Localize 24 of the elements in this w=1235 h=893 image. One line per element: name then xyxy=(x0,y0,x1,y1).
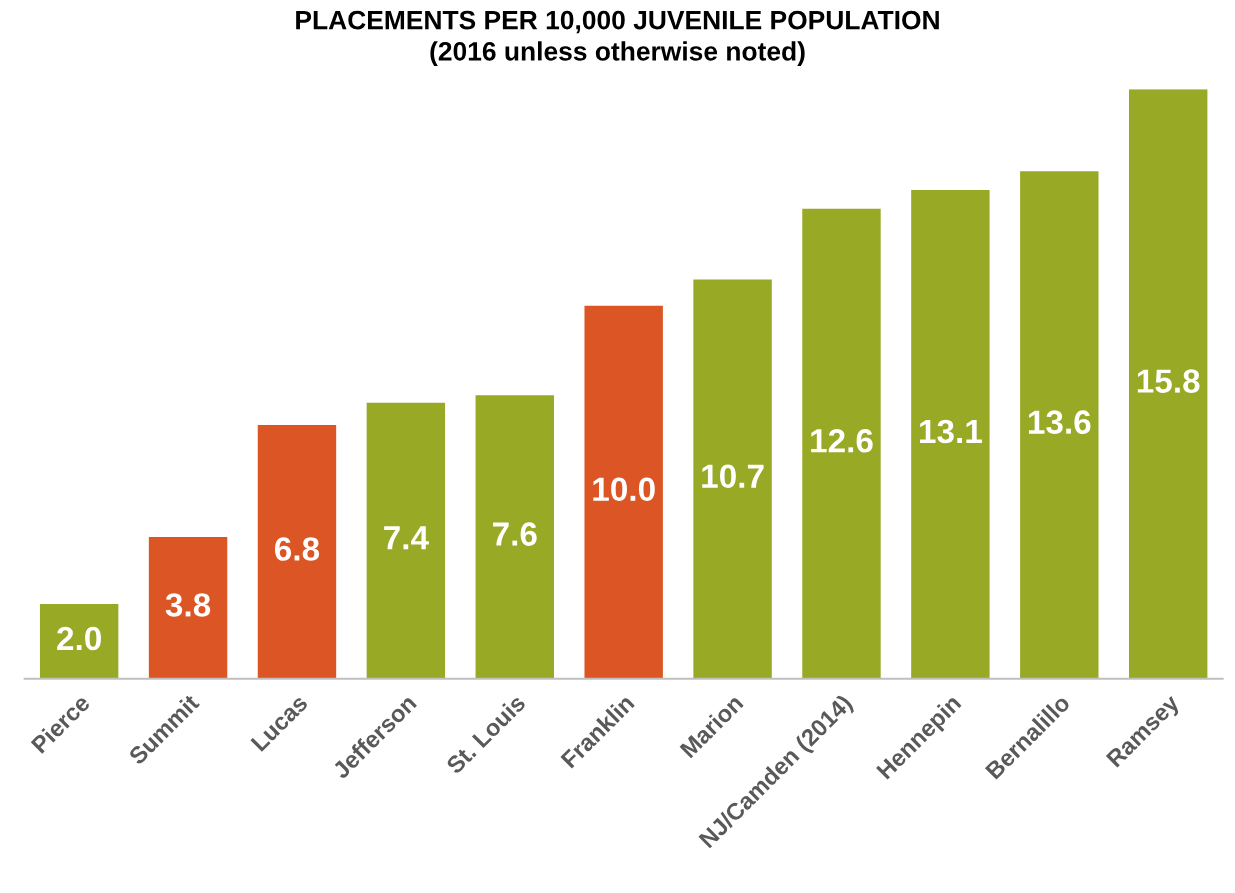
chart-subtitle: (2016 unless otherwise noted) xyxy=(430,41,805,66)
bar xyxy=(366,402,446,679)
bar xyxy=(39,604,119,679)
data-label: 3.8 xyxy=(165,593,211,617)
bar xyxy=(693,279,772,679)
data-label: 10.7 xyxy=(702,464,764,489)
bar xyxy=(802,208,881,679)
bar xyxy=(1020,171,1099,679)
bar xyxy=(911,190,990,679)
bar xyxy=(475,395,554,679)
data-label: 12.6 xyxy=(811,429,873,453)
data-label: 15.8 xyxy=(1137,369,1200,393)
bar xyxy=(1128,89,1208,679)
data-label: 10.0 xyxy=(593,477,655,502)
data-label: 7.6 xyxy=(493,522,537,546)
bar xyxy=(148,536,228,679)
data-label: 7.4 xyxy=(384,526,429,550)
data-label: 2.0 xyxy=(57,626,101,651)
data-label: 6.8 xyxy=(275,537,320,561)
chart-title: PLACEMENTS PER 10,000 JUVENILE POPULATION xyxy=(296,10,939,34)
bar xyxy=(584,305,663,679)
data-label: 13.6 xyxy=(1028,410,1091,435)
bar xyxy=(257,425,337,679)
data-label: 13.1 xyxy=(920,419,982,444)
